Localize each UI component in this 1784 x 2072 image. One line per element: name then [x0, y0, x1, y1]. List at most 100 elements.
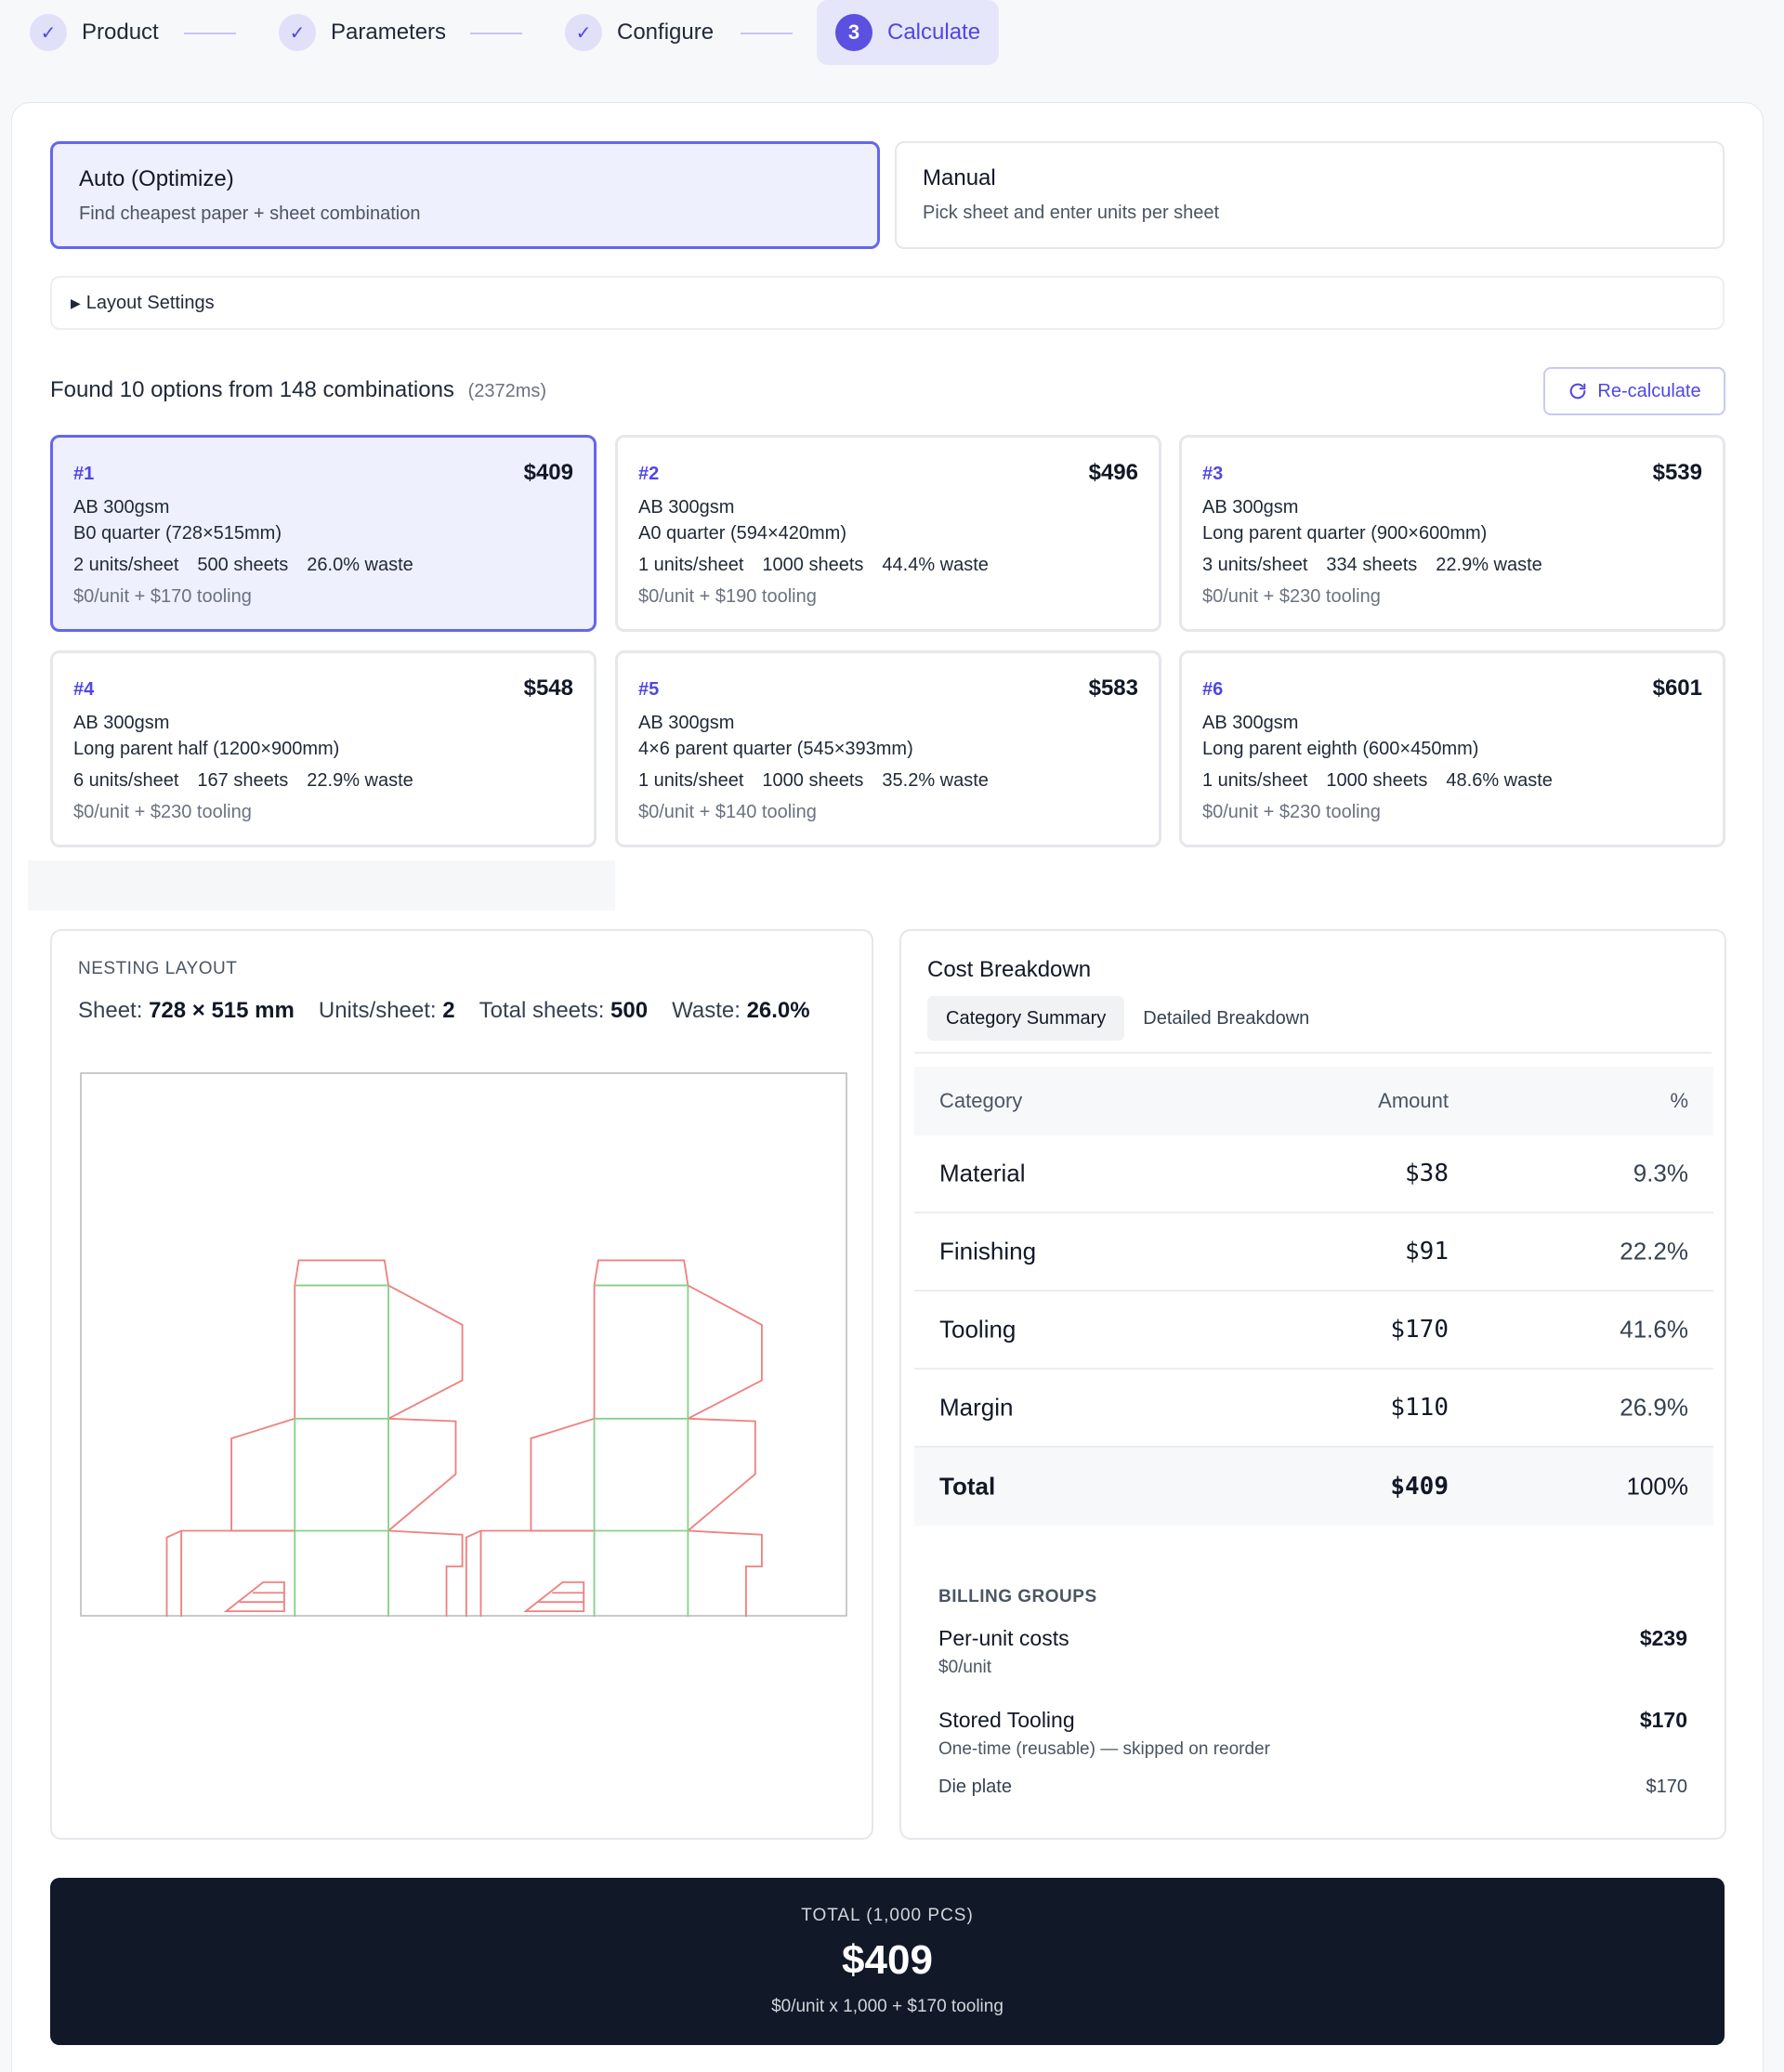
option-sheets: 500 sheets	[197, 555, 289, 575]
row-amount: $110	[1390, 1394, 1449, 1422]
per-unit-costs-label: Per-unit costs	[938, 1626, 1069, 1650]
row-percent: 41.6%	[1620, 1315, 1688, 1344]
recalculate-button[interactable]: Re-calculate	[1543, 367, 1725, 415]
tab-category-summary[interactable]: Category Summary	[927, 996, 1125, 1041]
results-summary: Found 10 options from 148 combinations (…	[50, 377, 546, 403]
option-waste: 22.9% waste	[1436, 555, 1542, 575]
option-stats: 6 units/sheet 167 sheets 22.9% waste	[73, 770, 413, 792]
table-header: Category Amount %	[914, 1067, 1713, 1135]
option-units: 2 units/sheet	[73, 555, 179, 575]
option-cost: $0/unit + $230 tooling	[73, 802, 252, 822]
step-connector	[184, 33, 236, 34]
option-units: 6 units/sheet	[73, 770, 179, 791]
option-price: $409	[523, 460, 573, 485]
option-units: 1 units/sheet	[1202, 770, 1308, 791]
nesting-layout-card: NESTING LAYOUT Sheet: 728 × 515 mm Units…	[50, 929, 873, 1840]
option-sheet: 4×6 parent quarter (545×393mm)	[638, 739, 913, 759]
step-product[interactable]: ✓ Product	[30, 0, 159, 65]
option-cost: $0/unit + $170 tooling	[73, 586, 252, 607]
option-waste: 26.0% waste	[307, 555, 413, 575]
option-waste: 22.9% waste	[307, 770, 413, 791]
table-total-row: Total $409 100%	[914, 1448, 1713, 1526]
option-rank: #1	[73, 464, 95, 484]
option-stats: 1 units/sheet 1000 sheets 48.6% waste	[1202, 770, 1553, 792]
per-unit-costs-sub: $0/unit	[938, 1658, 992, 1677]
total-percent: 100%	[1626, 1472, 1689, 1501]
tab-detailed-breakdown[interactable]: Detailed Breakdown	[1143, 1007, 1310, 1029]
option-sheets: 1000 sheets	[1326, 770, 1428, 791]
cost-tabs: Category Summary Detailed Breakdown	[927, 996, 1328, 1041]
step-calculate[interactable]: 3 Calculate	[817, 0, 1000, 65]
stat-value: 26.0%	[746, 998, 810, 1023]
option-card[interactable]: #1 $409 AB 300gsm B0 quarter (728×515mm)…	[50, 435, 597, 632]
nesting-units-stat: Units/sheet: 2	[319, 998, 455, 1024]
option-price: $583	[1088, 675, 1138, 701]
sheet-outline	[80, 1072, 847, 1617]
option-rank: #4	[73, 679, 95, 700]
option-price: $548	[523, 675, 573, 701]
option-cost: $0/unit + $190 tooling	[638, 586, 817, 607]
cost-table: Category Amount % Material $38 9.3% Fini…	[914, 1067, 1713, 1526]
row-category: Finishing	[939, 1237, 1037, 1265]
step-connector	[741, 33, 793, 34]
option-paper: AB 300gsm	[638, 713, 735, 733]
nesting-diagram	[80, 1072, 847, 1617]
stored-tooling-label: Stored Tooling	[938, 1708, 1075, 1732]
row-percent: 22.2%	[1620, 1237, 1688, 1265]
results-time: (2372ms)	[467, 381, 547, 401]
option-sheets: 1000 sheets	[762, 770, 864, 791]
step-label: Calculate	[887, 20, 981, 45]
step-label: Product	[82, 20, 159, 45]
step-parameters[interactable]: ✓ Parameters	[279, 0, 446, 65]
option-stats: 2 units/sheet 500 sheets 26.0% waste	[73, 555, 413, 576]
stored-tooling-amount: $170	[1639, 1708, 1687, 1732]
total-category: Total	[939, 1472, 996, 1501]
recalculate-label: Re-calculate	[1597, 380, 1701, 401]
triangle-right-icon: ▶	[71, 295, 81, 310]
mode-manual-card[interactable]: Manual Pick sheet and enter units per sh…	[895, 141, 1725, 249]
header-category: Category	[939, 1089, 1023, 1112]
option-sheets: 167 sheets	[197, 770, 289, 791]
nesting-total-stat: Total sheets: 500	[479, 998, 648, 1024]
step-number: 3	[835, 14, 872, 51]
option-sheets: 1000 sheets	[762, 555, 864, 575]
layout-settings-toggle[interactable]: ▶ Layout Settings	[50, 276, 1725, 330]
option-sheet: Long parent half (1200×900mm)	[73, 739, 340, 759]
option-card[interactable]: #2 $496 AB 300gsm A0 quarter (594×420mm)…	[615, 435, 1161, 632]
option-paper: AB 300gsm	[1202, 713, 1299, 733]
row-category: Tooling	[939, 1315, 1017, 1344]
die-plate-label: Die plate	[938, 1777, 1012, 1797]
header-amount: Amount	[1378, 1089, 1449, 1112]
row-percent: 9.3%	[1633, 1159, 1688, 1187]
layout-settings-label: Layout Settings	[85, 292, 215, 313]
row-amount: $170	[1390, 1316, 1449, 1344]
option-card[interactable]: #4 $548 AB 300gsm Long parent half (1200…	[50, 650, 597, 847]
table-row: Margin $110 26.9%	[914, 1370, 1713, 1448]
option-paper: AB 300gsm	[73, 713, 170, 733]
total-amount: $409	[1390, 1473, 1449, 1501]
option-card[interactable]: #5 $583 AB 300gsm 4×6 parent quarter (54…	[615, 650, 1161, 847]
option-waste: 48.6% waste	[1446, 770, 1553, 791]
per-unit-costs-amount: $239	[1639, 1626, 1687, 1650]
option-card[interactable]: #3 $539 AB 300gsm Long parent quarter (9…	[1179, 435, 1725, 632]
option-paper: AB 300gsm	[73, 497, 170, 518]
option-rank: #6	[1202, 679, 1224, 700]
total-formula: $0/unit x 1,000 + $170 tooling	[771, 1997, 1004, 2016]
stepper: ✓ Product ✓ Parameters ✓ Configure 3 Cal…	[0, 0, 1784, 74]
option-sheet: Long parent quarter (900×600mm)	[1202, 523, 1488, 544]
row-amount: $38	[1405, 1160, 1449, 1187]
option-price: $496	[1088, 460, 1138, 485]
nesting-sheet-stat: Sheet: 728 × 515 mm	[78, 998, 295, 1024]
row-category: Material	[939, 1159, 1026, 1187]
check-icon: ✓	[279, 14, 316, 51]
results-count-text: Found 10 options from 148 combinations	[50, 377, 454, 402]
header-percent: %	[1670, 1089, 1688, 1112]
step-configure[interactable]: ✓ Configure	[565, 0, 714, 65]
option-sheet: Long parent eighth (600×450mm)	[1202, 739, 1479, 759]
step-label: Configure	[617, 20, 715, 45]
option-card[interactable]: #6 $601 AB 300gsm Long parent eighth (60…	[1179, 650, 1725, 847]
stat-value: 2	[442, 998, 455, 1023]
nesting-waste-stat: Waste: 26.0%	[672, 998, 810, 1024]
stat-label: Sheet:	[78, 998, 143, 1023]
mode-auto-card[interactable]: Auto (Optimize) Find cheapest paper + sh…	[50, 141, 880, 249]
